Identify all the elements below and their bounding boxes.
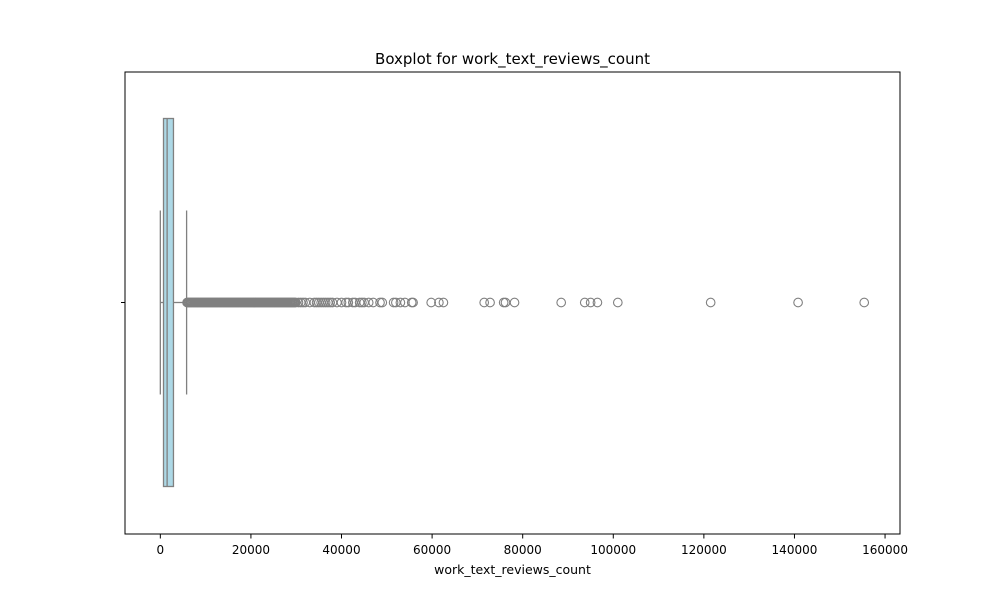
plot-area	[124, 71, 901, 535]
outlier-point	[298, 297, 308, 308]
x-tick-label: 100000	[590, 543, 636, 557]
outlier-point	[485, 297, 495, 308]
x-tick-label: 40000	[322, 543, 360, 557]
outlier-point	[579, 297, 590, 308]
x-tick-label: 80000	[504, 543, 542, 557]
x-axis-title: work_text_reviews_count	[434, 562, 591, 577]
outlier-point	[363, 297, 374, 308]
outlier-point	[438, 297, 449, 308]
outlier-point	[793, 297, 803, 308]
x-axis: 0 20000 40000 60000 80000 100000 120000 140000 1…	[121, 302, 908, 557]
x-tick-label: 0	[157, 543, 165, 557]
outlier-point	[377, 297, 388, 308]
x-tick-label: 140000	[772, 543, 818, 557]
outlier-point	[556, 297, 567, 308]
outlier-point	[705, 297, 716, 308]
outlier-point	[395, 297, 406, 308]
x-tick-label: 20000	[232, 543, 270, 557]
outlier-point	[434, 297, 444, 308]
outlier-point	[388, 297, 399, 308]
outlier-point	[509, 297, 520, 308]
iqr-box	[162, 117, 175, 488]
outlier-point	[290, 297, 301, 308]
outlier-point	[336, 297, 347, 308]
outlier-point	[320, 297, 331, 308]
outlier-point	[343, 297, 354, 308]
outlier-point	[426, 297, 437, 308]
outlier-point	[293, 297, 304, 308]
outlier-point	[375, 297, 385, 308]
outlier-point	[325, 297, 336, 308]
x-tick-label: 120000	[681, 543, 727, 557]
outlier-point	[585, 297, 596, 308]
x-tick-label: 160000	[862, 543, 908, 557]
chart-title: Boxplot for work_text_reviews_count	[375, 50, 650, 69]
outlier-point	[357, 297, 367, 308]
outlier-point	[859, 297, 870, 308]
x-tick-label: 60000	[413, 543, 451, 557]
outlier-point	[612, 297, 623, 308]
outlier-point	[592, 297, 603, 308]
outlier-point	[479, 297, 490, 308]
outlier-point	[408, 297, 418, 308]
